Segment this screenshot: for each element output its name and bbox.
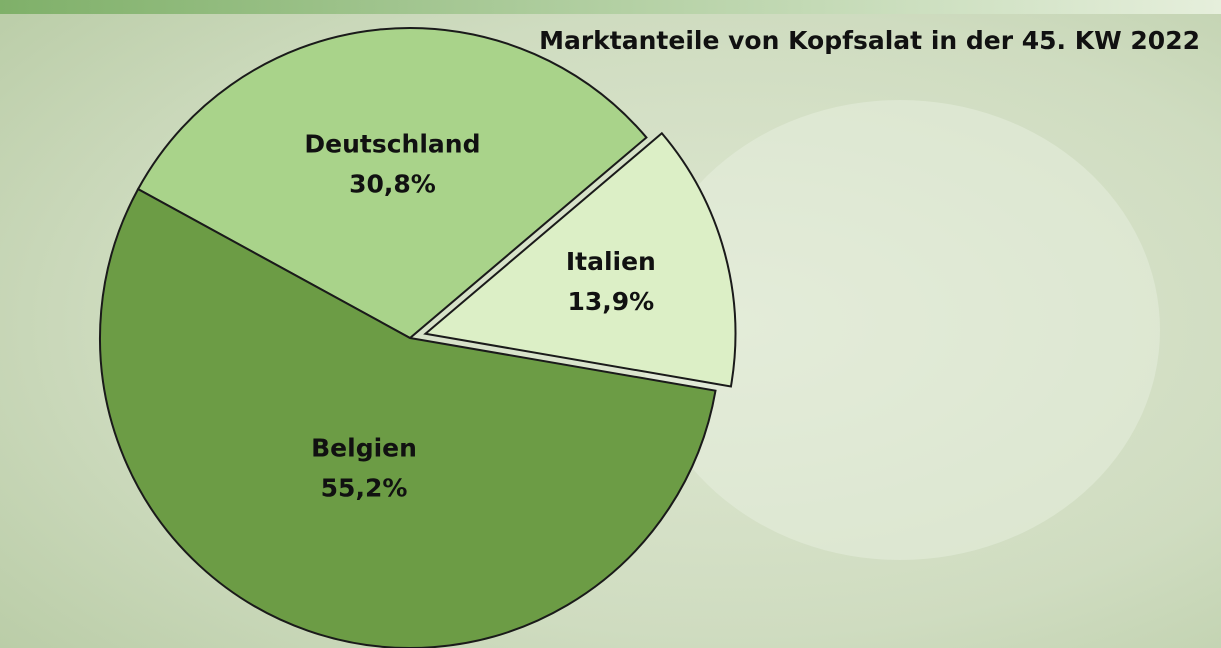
background-decoration — [640, 100, 1160, 560]
value-label: 55,2% — [321, 474, 408, 503]
value-label: 30,8% — [349, 169, 436, 198]
pie-slice — [136, 27, 648, 340]
value-label: 13,9% — [567, 287, 654, 316]
pie-slice — [99, 187, 717, 648]
chart-title: Marktanteile von Kopfsalat in der 45. KW… — [539, 26, 1200, 55]
slice-label: Italien — [566, 247, 656, 276]
slice-label: Deutschland — [304, 129, 480, 158]
pie-slice — [423, 131, 737, 388]
top-bar — [0, 0, 1221, 14]
slice-label: Belgien — [311, 434, 417, 463]
